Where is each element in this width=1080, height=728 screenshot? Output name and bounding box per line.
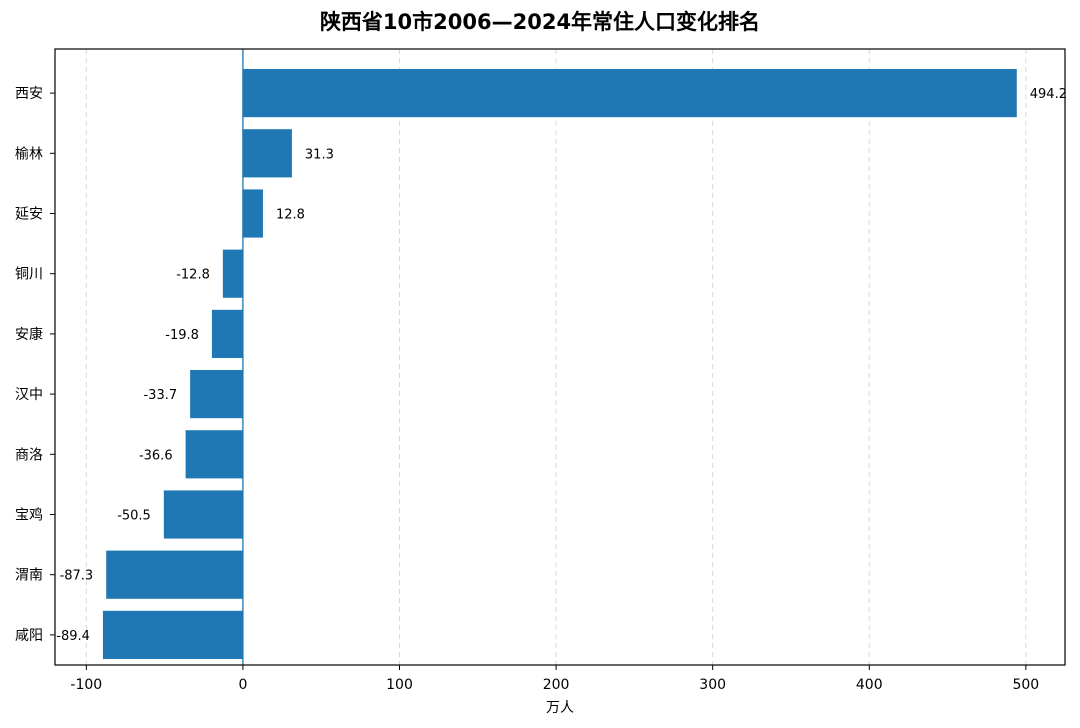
bar-4 [211,309,243,358]
x-tick-label-5: 400 [856,677,883,693]
bar-6 [185,430,243,479]
category-label-4: 安康 [15,326,43,343]
data-label-4: -19.8 [165,328,199,343]
x-tick-label-1: 0 [238,677,247,693]
x-tick-label-6: 500 [1012,677,1039,693]
category-label-8: 渭南 [15,568,43,584]
category-label-1: 榆林 [15,146,43,162]
data-labels: 494.2 31.3 12.8 -12.8 -19.8 -33.7 -36.6 -50.5 -8… [56,87,1067,644]
category-label-7: 宝鸡 [15,507,43,524]
plot-frame [54,48,1066,666]
bar-3 [222,249,243,298]
data-label-5: -33.7 [143,388,177,403]
bar-9 [102,610,243,659]
bar-5 [190,370,243,419]
category-label-0: 西安 [15,86,43,102]
bar-8 [106,550,243,599]
data-label-8: -87.3 [60,569,94,584]
category-label-6: 商洛 [15,447,43,463]
x-tick-label-3: 200 [543,677,570,693]
category-label-9: 咸阳 [15,628,43,644]
data-label-2: 12.8 [276,208,305,223]
category-label-3: 铜川 [15,267,43,283]
bar-7 [163,490,243,539]
data-label-3: -12.8 [176,268,210,283]
data-label-9: -89.4 [56,629,90,644]
category-label-5: 汉中 [15,387,43,403]
bar-2 [242,189,263,238]
bar-1 [242,129,292,178]
category-label-2: 延安 [15,207,43,223]
chart-title: 陕西省10市2006—2024年常住人口变化排名 [319,10,761,34]
data-label-1: 31.3 [305,147,334,162]
x-axis-title: 万人 [546,700,574,716]
data-label-6: -36.6 [139,448,173,463]
data-label-0: 494.2 [1030,87,1067,102]
x-tick-label-0: -100 [70,677,102,693]
x-tick-label-4: 300 [699,677,726,693]
bars [102,69,1017,659]
data-label-7: -50.5 [117,509,151,524]
bar-0 [242,69,1017,118]
x-tick-label-2: 100 [386,677,413,693]
